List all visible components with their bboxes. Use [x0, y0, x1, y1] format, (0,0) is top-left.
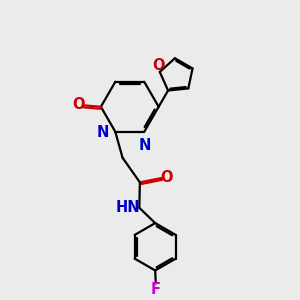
- Text: O: O: [72, 97, 85, 112]
- Text: F: F: [151, 282, 161, 297]
- Text: O: O: [153, 58, 165, 73]
- Text: HN: HN: [116, 200, 140, 215]
- Text: N: N: [97, 125, 109, 140]
- Text: N: N: [139, 138, 151, 153]
- Text: O: O: [160, 170, 173, 185]
